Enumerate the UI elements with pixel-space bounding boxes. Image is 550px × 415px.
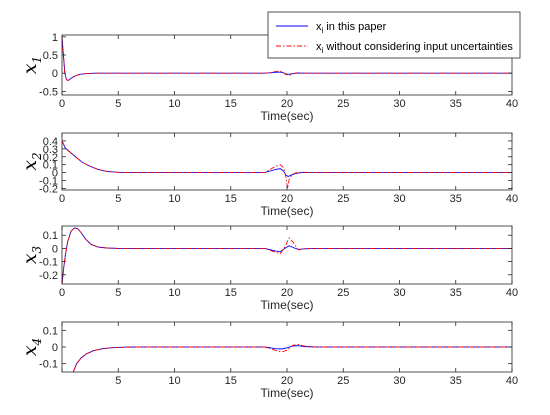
x-axis-label: Time(sec) [261, 109, 314, 123]
legend-entry: xi in this paper [316, 21, 387, 35]
subplot-4: 5 10 15 20 25 30 35 40 Time(sec) -0.1 0 0.1x4 [19, 321, 518, 400]
y-tick-label: 0.5 [43, 50, 58, 62]
axes-box [61, 225, 513, 285]
y-tick-label: 0.1 [43, 325, 58, 337]
x-tick-label: 30 [393, 287, 405, 299]
x-tick-label: 40 [506, 375, 518, 387]
series-line-without-uncertainties [62, 227, 512, 284]
y-axis-label: x2 [19, 152, 44, 170]
x-tick-label: 25 [337, 287, 349, 299]
x-tick-label: 25 [337, 98, 349, 110]
y-tick-label: -0.1 [39, 176, 58, 188]
x-tick-label: 20 [281, 193, 293, 205]
x-tick-label: 30 [393, 193, 405, 205]
y-tick-label: -0.5 [39, 86, 58, 98]
series-line-this-paper [72, 345, 512, 372]
y-tick-label: 0 [52, 68, 58, 80]
y-tick-label: -0.1 [39, 359, 58, 371]
x-tick-label: 35 [450, 375, 462, 387]
x-tick-label: 35 [450, 98, 462, 110]
legend: xi in this paper xi without considering i… [267, 11, 521, 59]
y-tick-label: 1 [52, 32, 58, 44]
series-line-without-uncertainties [62, 140, 512, 189]
x-tick-label: 40 [506, 98, 518, 110]
legend-entry: xi without considering input uncertainti… [316, 41, 513, 55]
x-tick-label: 0 [59, 193, 65, 205]
y-tick-label: -0.2 [39, 183, 58, 195]
x-tick-label: 10 [168, 375, 180, 387]
x-tick-label: 10 [168, 98, 180, 110]
y-tick-label: 0.4 [43, 136, 58, 148]
x-tick-label: 5 [115, 287, 121, 299]
x-axis-label: Time(sec) [261, 298, 314, 312]
x-tick-label: 40 [506, 193, 518, 205]
x-tick-label: 20 [281, 98, 293, 110]
x-tick-label: 15 [225, 375, 237, 387]
y-axis-label: x3 [19, 245, 44, 264]
y-tick-label: 0.3 [43, 144, 58, 156]
x-tick-label: 10 [168, 193, 180, 205]
subplot-2: 0 5 10 15 20 25 30 35 40Time(sec)-0.2-0.100.10.2… [19, 132, 518, 218]
x-tick-label: 35 [450, 287, 462, 299]
y-tick-label: 0.2 [43, 152, 58, 164]
axes-box [61, 132, 513, 191]
x-tick-label: 5 [115, 193, 121, 205]
x-tick-label: 20 [281, 375, 293, 387]
x-tick-label: 35 [450, 193, 462, 205]
y-tick-label: 0 [52, 243, 58, 255]
x-tick-label: 20 [281, 287, 293, 299]
x-tick-label: 0 [59, 287, 65, 299]
x-tick-label: 25 [337, 193, 349, 205]
x-tick-label: 10 [168, 287, 180, 299]
x-tick-label: 40 [506, 287, 518, 299]
y-tick-label: 0.1 [43, 160, 58, 172]
series-line-this-paper [62, 140, 512, 178]
y-tick-label: -0.2 [39, 270, 58, 282]
y-tick-label: 0 [52, 168, 58, 180]
y-tick-label: -0.1 [39, 257, 58, 269]
series-line-without-uncertainties [72, 344, 512, 372]
series-line-this-paper [62, 227, 512, 284]
legend-box [267, 11, 521, 59]
x-tick-label: 30 [393, 98, 405, 110]
series-line-without-uncertainties [62, 36, 512, 81]
y-axis-label: x4 [19, 338, 44, 356]
x-tick-label: 5 [115, 98, 121, 110]
x-tick-label: 5 [115, 375, 121, 387]
x-tick-label: 25 [337, 375, 349, 387]
y-tick-label: 0.1 [43, 230, 58, 242]
y-tick-label: 0 [52, 342, 58, 354]
x-axis-label: Time(sec) [261, 204, 314, 218]
x-tick-label: 15 [225, 287, 237, 299]
x-tick-label: 30 [393, 375, 405, 387]
y-axis-label: x1 [19, 56, 44, 74]
x-tick-label: 0 [59, 98, 65, 110]
x-tick-label: 15 [225, 193, 237, 205]
x-axis-label: Time(sec) [261, 386, 314, 400]
x-tick-label: 15 [225, 98, 237, 110]
